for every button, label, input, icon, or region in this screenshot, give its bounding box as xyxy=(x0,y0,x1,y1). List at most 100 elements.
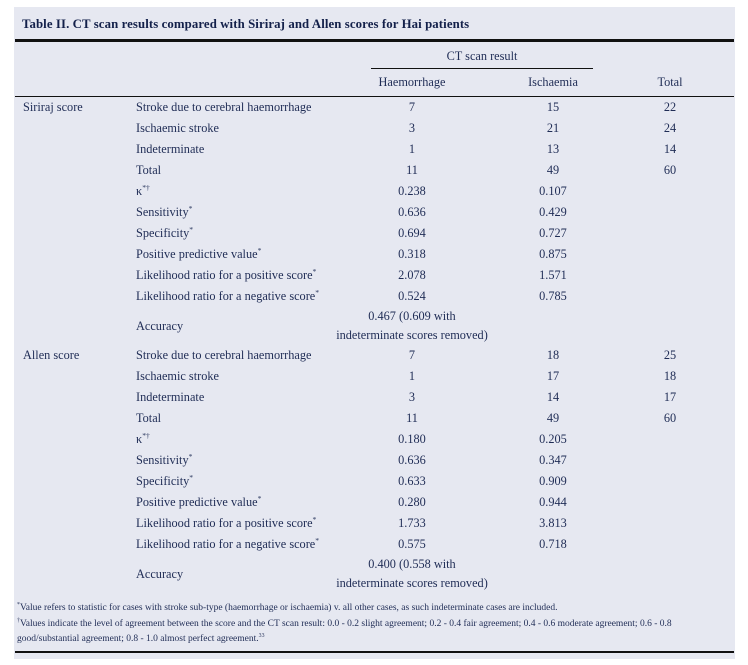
row-label-superscript: * xyxy=(188,451,193,461)
column-header-row: Haemorrhage Ischaemia Total xyxy=(15,69,734,97)
ischaemia-value-cell: 21 xyxy=(546,121,560,135)
ischaemia-value-cell: 0.429 xyxy=(539,205,567,219)
row-label-cell: Stroke due to cerebral haemorrhage xyxy=(136,97,324,119)
spanner-row: CT scan result xyxy=(15,42,734,69)
group-cell xyxy=(15,307,136,345)
ischaemia-value-cell: 0.347 xyxy=(539,453,567,467)
total-value-cell: 14 xyxy=(663,142,677,156)
total-value-cell xyxy=(606,286,734,307)
row-label-superscript: * xyxy=(188,203,193,213)
footnote-text: Value refers to statistic for cases with… xyxy=(19,603,558,613)
total-value-cell xyxy=(606,202,734,223)
accuracy-value-line1: 0.467 (0.609 with xyxy=(368,309,456,323)
table-row: Total 11 49 60 xyxy=(15,160,734,181)
table-row: κ*† 0.180 0.205 xyxy=(15,429,734,450)
row-label: κ xyxy=(136,432,143,446)
total-value-cell xyxy=(606,471,734,492)
row-label-cell: Specificity* xyxy=(136,471,324,492)
haemorrhage-value-cell: 0.280 xyxy=(398,495,426,509)
spanner-spacer xyxy=(15,42,324,69)
table-row: Likelihood ratio for a positive score* 1.… xyxy=(15,513,734,534)
ischaemia-value-cell xyxy=(500,555,606,593)
row-label: Sensitivity xyxy=(136,205,189,219)
table-row: Positive predictive value* 0.280 0.944 xyxy=(15,492,734,513)
ischaemia-value-cell: 0.205 xyxy=(539,432,567,446)
row-label-cell: Stroke due to cerebral haemorrhage xyxy=(136,345,324,366)
footnote: †Values indicate the level of agreement … xyxy=(17,617,727,647)
haemorrhage-value-cell: 0.318 xyxy=(398,247,426,261)
haemorrhage-value-cell: 0.238 xyxy=(398,184,426,198)
ischaemia-value-cell xyxy=(500,307,606,345)
total-value-cell: 60 xyxy=(663,163,677,177)
row-label-cell: Indeterminate xyxy=(136,387,324,408)
row-label-superscript: * xyxy=(257,245,262,255)
row-label: Indeterminate xyxy=(136,142,205,156)
row-label-cell: Specificity* xyxy=(136,223,324,244)
ischaemia-value-cell: 18 xyxy=(546,348,560,362)
total-value-cell xyxy=(606,265,734,286)
row-label-superscript: *† xyxy=(142,182,150,192)
accuracy-value-line1: 0.400 (0.558 with xyxy=(368,557,456,571)
row-label: Likelihood ratio for a negative score xyxy=(136,289,316,303)
total-value-cell: 18 xyxy=(663,369,677,383)
table-row: Likelihood ratio for a positive score* 2.… xyxy=(15,265,734,286)
row-label: Likelihood ratio for a negative score xyxy=(136,537,316,551)
row-label: Specificity xyxy=(136,226,190,240)
table-row: Likelihood ratio for a negative score* 0.… xyxy=(15,534,734,555)
row-label-superscript: * xyxy=(189,472,194,482)
group-cell xyxy=(15,265,136,286)
row-label-cell: Total xyxy=(136,408,324,429)
total-value-cell: 60 xyxy=(663,411,677,425)
table-row: Specificity* 0.694 0.727 xyxy=(15,223,734,244)
row-label: Specificity xyxy=(136,474,190,488)
accuracy-row: Accuracy 0.400 (0.558 with indeterminate s… xyxy=(15,555,734,593)
row-label-superscript: * xyxy=(315,535,320,545)
results-table: CT scan result Haemorrhage Ischaemia Tot… xyxy=(15,42,734,593)
haemorrhage-value-cell: 0.180 xyxy=(398,432,426,446)
row-label-cell: Accuracy xyxy=(136,307,324,345)
ischaemia-value-cell: 0.785 xyxy=(539,289,567,303)
haemorrhage-value-cell: 7 xyxy=(408,348,416,362)
table-title: Table II. CT scan results compared with … xyxy=(22,17,470,31)
group-cell xyxy=(15,408,136,429)
row-label-superscript: * xyxy=(315,287,320,297)
row-label-cell: Likelihood ratio for a negative score* xyxy=(136,534,324,555)
row-label: Total xyxy=(136,411,162,425)
ischaemia-value-cell: 15 xyxy=(546,100,560,114)
row-label-cell: Total xyxy=(136,160,324,181)
row-label: Stroke due to cerebral haemorrhage xyxy=(136,100,312,114)
total-value-cell xyxy=(606,181,734,202)
group-cell xyxy=(15,118,136,139)
table-row: Siriraj score Stroke due to cerebral haem… xyxy=(15,97,734,119)
row-label-cell: Likelihood ratio for a positive score* xyxy=(136,513,324,534)
row-label-cell: Positive predictive value* xyxy=(136,244,324,265)
top-rule xyxy=(15,39,734,42)
total-value-cell xyxy=(606,429,734,450)
group-cell: Siriraj score xyxy=(15,97,136,119)
table-row: Sensitivity* 0.636 0.429 xyxy=(15,202,734,223)
haemorrhage-value-cell: 0.694 xyxy=(398,226,426,240)
haemorrhage-value-cell: 0.636 xyxy=(398,453,426,467)
group-cell xyxy=(15,492,136,513)
row-label-cell: Ischaemic stroke xyxy=(136,366,324,387)
table-row: Ischaemic stroke 3 21 24 xyxy=(15,118,734,139)
row-label-cell: Sensitivity* xyxy=(136,450,324,471)
haemorrhage-value-cell: 0.633 xyxy=(398,474,426,488)
haemorrhage-value-cell: 1 xyxy=(408,369,416,383)
ischaemia-value-cell: 14 xyxy=(546,390,560,404)
total-value-cell xyxy=(606,513,734,534)
group-cell xyxy=(15,366,136,387)
group-cell xyxy=(15,202,136,223)
column-header-haemorrhage: Haemorrhage xyxy=(324,69,500,97)
group-cell xyxy=(15,181,136,202)
haemorrhage-value-cell: 0.575 xyxy=(398,537,426,551)
row-label-cell: Indeterminate xyxy=(136,139,324,160)
spanner-label: CT scan result xyxy=(371,42,593,69)
group-cell xyxy=(15,387,136,408)
haemorrhage-value-cell: 11 xyxy=(406,411,418,425)
table-panel: Table II. CT scan results compared with … xyxy=(14,7,735,659)
row-label: Sensitivity xyxy=(136,453,189,467)
total-value-cell xyxy=(606,244,734,265)
row-label: Indeterminate xyxy=(136,390,205,404)
total-value-cell: 24 xyxy=(663,121,677,135)
